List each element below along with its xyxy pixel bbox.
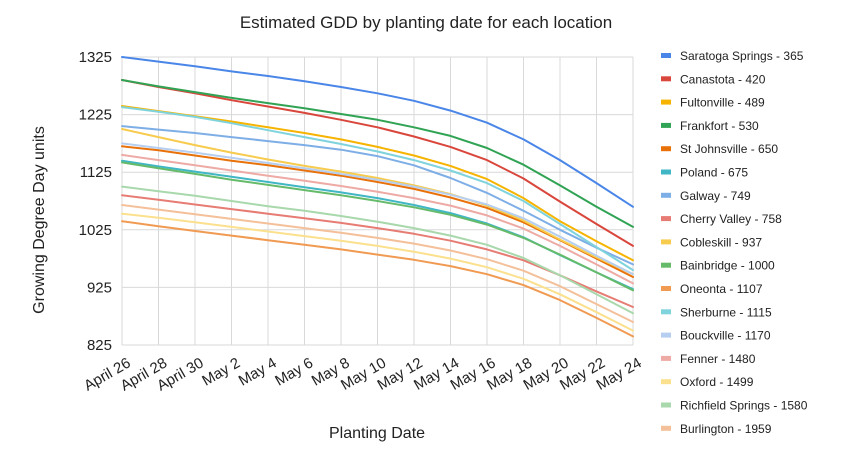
legend: Saratoga Springs - 365 Canastota - 420 Ful…	[661, 49, 808, 436]
legend-swatch	[661, 379, 671, 385]
y-tick-label: 1025	[79, 222, 112, 239]
legend-label: Richfield Springs - 1580	[680, 399, 808, 413]
series-line	[121, 153, 634, 285]
legend-label: Poland - 675	[680, 166, 748, 180]
chart-title: Estimated GDD by planting date for each …	[240, 13, 612, 32]
series-line	[121, 106, 634, 272]
legend-swatch	[661, 216, 671, 222]
y-tick-label: 1225	[79, 107, 112, 124]
legend-label: Fultonville - 489	[680, 96, 765, 110]
legend-swatch	[661, 146, 671, 152]
y-axis-title: Growing Degree Day units	[31, 126, 48, 314]
legend-swatch	[661, 192, 671, 198]
legend-label: St Johnsville - 650	[680, 142, 778, 156]
legend-swatch	[661, 53, 671, 58]
legend-swatch	[661, 402, 671, 408]
y-tick-label: 925	[87, 279, 112, 296]
legend-swatch	[661, 76, 671, 82]
legend-label: Oneonta - 1107	[680, 282, 763, 296]
series-line	[121, 220, 634, 338]
y-tick-label: 1325	[79, 49, 112, 66]
series-line	[121, 125, 634, 266]
series-lines	[121, 56, 634, 338]
series-line	[121, 142, 634, 276]
legend-label: Galway - 749	[680, 189, 751, 203]
series-line	[121, 79, 634, 247]
legend-label: Cobleskill - 937	[680, 235, 762, 249]
legend-label: Saratoga Springs - 365	[680, 49, 804, 63]
series-line	[121, 56, 634, 208]
legend-swatch	[661, 286, 671, 291]
legend-label: Frankfort - 530	[680, 119, 759, 133]
legend-swatch	[661, 355, 671, 361]
series-line	[121, 161, 634, 292]
series-line	[121, 185, 634, 315]
series-line	[121, 79, 634, 228]
legend-label: Canastota - 420	[680, 72, 766, 86]
legend-swatch	[661, 262, 671, 268]
x-tick-label: May 4	[236, 354, 280, 389]
legend-swatch	[661, 332, 671, 338]
legend-swatch	[661, 239, 671, 245]
x-axis-title: Planting Date	[329, 425, 425, 442]
legend-label: Bainbridge - 1000	[680, 259, 775, 273]
legend-label: Sherburne - 1115	[680, 305, 772, 319]
y-tick-label: 1125	[80, 164, 112, 181]
legend-swatch	[661, 99, 671, 105]
series-line	[121, 128, 634, 276]
legend-swatch	[661, 425, 671, 431]
legend-swatch	[661, 309, 671, 315]
series-line	[121, 212, 634, 332]
x-tick-label: May 2	[199, 354, 243, 389]
legend-swatch	[661, 122, 671, 128]
legend-label: Burlington - 1959	[680, 422, 772, 436]
y-tick-label: 825	[87, 337, 112, 354]
legend-label: Bouckville - 1170	[680, 329, 771, 343]
legend-label: Fenner - 1480	[680, 352, 756, 366]
legend-label: Oxford - 1499	[680, 375, 754, 389]
x-tick-label: May 6	[272, 354, 316, 389]
legend-swatch	[661, 169, 671, 175]
series-line	[121, 204, 634, 323]
legend-label: Cherry Valley - 758	[680, 212, 782, 226]
y-tick-labels: 1325 1225 1125 1025 925 825	[79, 49, 112, 354]
